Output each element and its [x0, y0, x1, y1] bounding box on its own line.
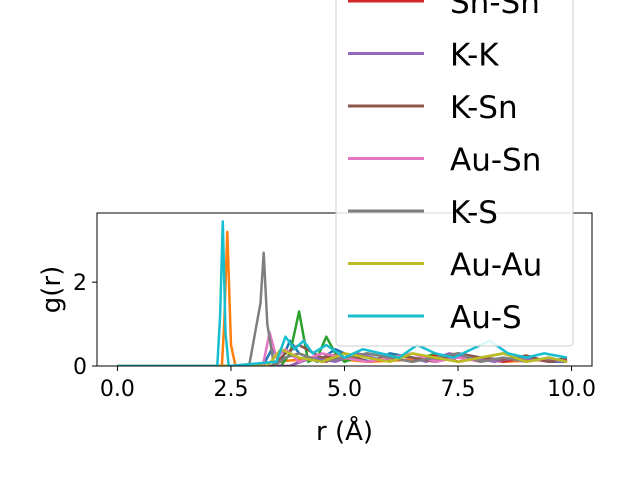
- x-tick-label: 0.0: [100, 377, 135, 402]
- legend-label: K-Sn: [450, 90, 518, 126]
- x-tick-label: 2.5: [213, 377, 248, 402]
- x-tick-label: 7.5: [441, 377, 476, 402]
- y-tick-label: 2: [73, 271, 87, 296]
- x-tick-label: 5.0: [327, 377, 362, 402]
- series-line-8: [117, 347, 568, 366]
- y-axis-label: g(r): [37, 266, 67, 313]
- axis-ticks: 0.0 2.5 5.0 7.5 10.0 0 2: [73, 271, 596, 402]
- x-axis-label: r (Å): [316, 415, 373, 447]
- legend-label: Au-Au: [450, 248, 542, 284]
- legend-box: [335, 0, 574, 347]
- legend-label: K-S: [450, 195, 498, 231]
- legend-label: Au-S: [450, 300, 522, 336]
- legend-label: K-K: [450, 38, 499, 74]
- legend-label: Sn-Sn: [450, 0, 540, 21]
- y-tick-label: 0: [73, 355, 87, 380]
- legend-label: Au-Sn: [450, 143, 541, 179]
- legend: Sn-Sn K-K K-Sn Au-Sn K-S Au-Au Au-S: [335, 0, 574, 347]
- x-tick-label: 10.0: [547, 377, 596, 402]
